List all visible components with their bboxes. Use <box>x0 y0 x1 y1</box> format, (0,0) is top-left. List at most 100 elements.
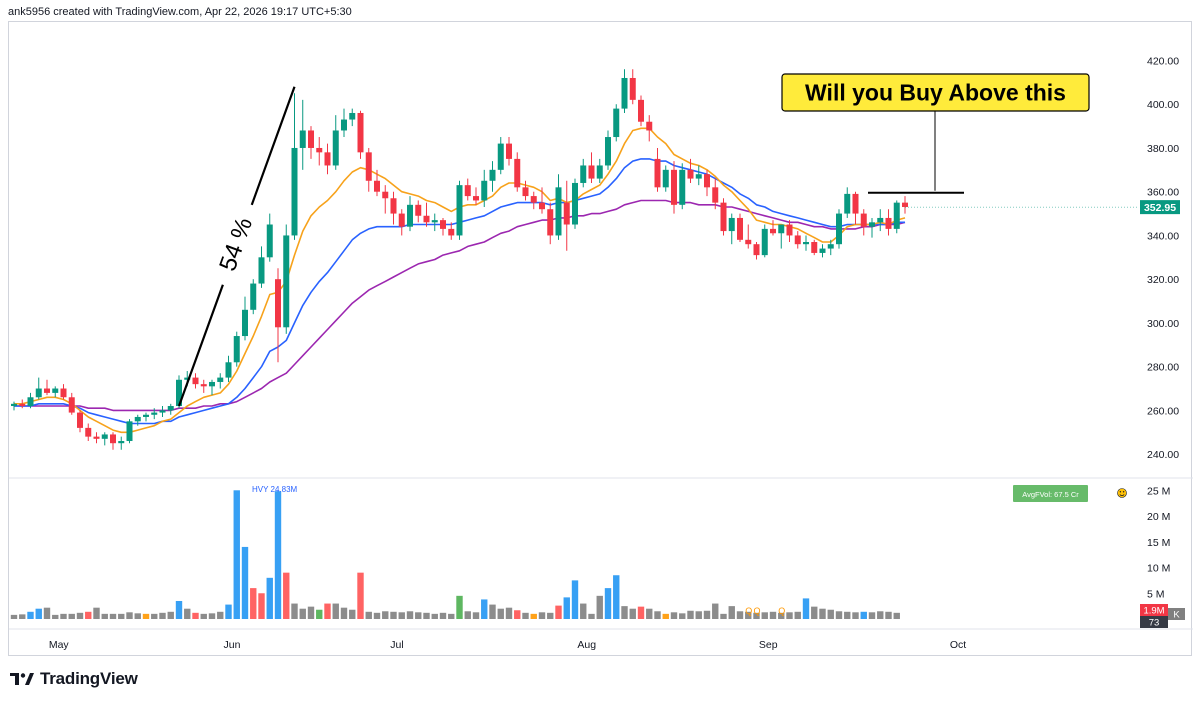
candle <box>687 158 694 183</box>
trend-line-upper <box>250 86 296 206</box>
candle-body <box>209 381 215 387</box>
candle <box>176 375 182 409</box>
candle-body <box>19 403 26 407</box>
candle-body <box>803 242 809 245</box>
quarter-result-label: Q <box>778 606 785 616</box>
volume-bar <box>860 611 867 619</box>
candle <box>580 158 587 188</box>
candle-body <box>415 204 422 216</box>
axes: 420.00 400.00 380.00 360.00 340.00 320.00 300.… <box>49 55 1185 651</box>
candle <box>893 200 900 234</box>
volume-bar <box>514 610 521 619</box>
candle <box>539 187 545 214</box>
callout-box <box>781 73 1090 112</box>
candle-body <box>324 152 331 166</box>
time-tick-label: Aug <box>577 639 596 651</box>
candle-body <box>629 77 636 100</box>
trend-line-lower <box>177 284 224 407</box>
volume-bar <box>299 608 306 619</box>
candle <box>382 185 389 214</box>
candle-body <box>192 377 199 385</box>
candle-body <box>440 220 446 229</box>
current-price-label: 352.95 <box>1144 202 1176 214</box>
candle-body <box>819 248 826 253</box>
volume-bar <box>464 611 471 619</box>
volume-bar <box>398 612 405 619</box>
volume-tick-label: 10 M <box>1147 563 1170 575</box>
volume-bar <box>596 595 603 619</box>
candle-body <box>646 121 653 131</box>
candle <box>357 110 364 159</box>
price-tick-label: 380.00 <box>1147 143 1179 155</box>
candle <box>11 401 17 411</box>
candle <box>118 436 125 450</box>
volume-bar <box>530 613 537 619</box>
volume-bar <box>332 603 339 619</box>
candle <box>258 246 265 288</box>
volume-bar <box>844 611 851 619</box>
footer: TradingView <box>10 668 138 690</box>
candle <box>85 423 92 442</box>
candle <box>93 432 100 444</box>
volume-bar <box>786 612 793 619</box>
volume-bar <box>811 606 818 619</box>
candle-body <box>159 410 166 413</box>
volume-bar <box>736 611 744 619</box>
annotations: 54 % Will you Buy Above this <box>177 73 1090 407</box>
volume-bar <box>555 605 562 619</box>
volume-bar <box>712 603 719 619</box>
candle-body <box>242 309 248 337</box>
candle-body <box>52 388 59 393</box>
candle-body <box>423 215 430 223</box>
candle-body <box>671 169 677 205</box>
price-tick-label: 340.00 <box>1147 230 1179 242</box>
candle <box>514 152 521 192</box>
candle <box>464 178 471 201</box>
chart-frame[interactable]: HVY 24.83M Q Q Q 420.00 400.00 380.00 360.00 34… <box>8 21 1193 657</box>
candle-body <box>770 228 776 234</box>
volume-bar <box>852 612 859 619</box>
candle-body <box>68 397 75 413</box>
volume-bar <box>472 612 480 619</box>
volume-bar <box>43 607 51 619</box>
candle <box>52 386 59 398</box>
candle <box>110 432 116 450</box>
candle-body <box>580 165 587 183</box>
candle-body <box>390 198 397 214</box>
candle-body <box>143 414 149 417</box>
candle <box>621 69 628 113</box>
candle-body <box>275 279 281 328</box>
volume-bar <box>695 611 702 619</box>
candle <box>167 403 174 415</box>
volume-bar <box>761 612 768 619</box>
candle <box>77 410 83 433</box>
candle <box>233 331 240 367</box>
candle-body <box>11 403 17 407</box>
candle <box>374 169 380 197</box>
volume-bar <box>200 613 207 619</box>
candle-body <box>860 213 867 227</box>
candle-body <box>679 169 686 205</box>
candle-body <box>250 283 257 310</box>
candle <box>365 147 372 192</box>
volume-tick-label: 5 M <box>1147 588 1165 600</box>
volume-bar <box>563 597 570 619</box>
volume-value-badge <box>1140 604 1168 616</box>
volume-bar <box>175 600 183 619</box>
candle <box>728 213 735 245</box>
candle-body <box>720 202 727 232</box>
candle-body <box>555 187 562 236</box>
candle <box>291 93 298 240</box>
volume-bar <box>93 607 100 619</box>
price-tick-label: 420.00 <box>1147 55 1179 67</box>
candle <box>407 196 413 232</box>
volume-bar <box>522 612 529 619</box>
candle-body <box>695 174 702 179</box>
volume-bar <box>192 612 199 619</box>
candle-body <box>126 421 133 442</box>
volume-bar <box>720 613 727 619</box>
volume-bar <box>85 611 92 619</box>
volume-tick-label: 25 M <box>1147 485 1170 497</box>
volume-bar <box>877 611 884 619</box>
